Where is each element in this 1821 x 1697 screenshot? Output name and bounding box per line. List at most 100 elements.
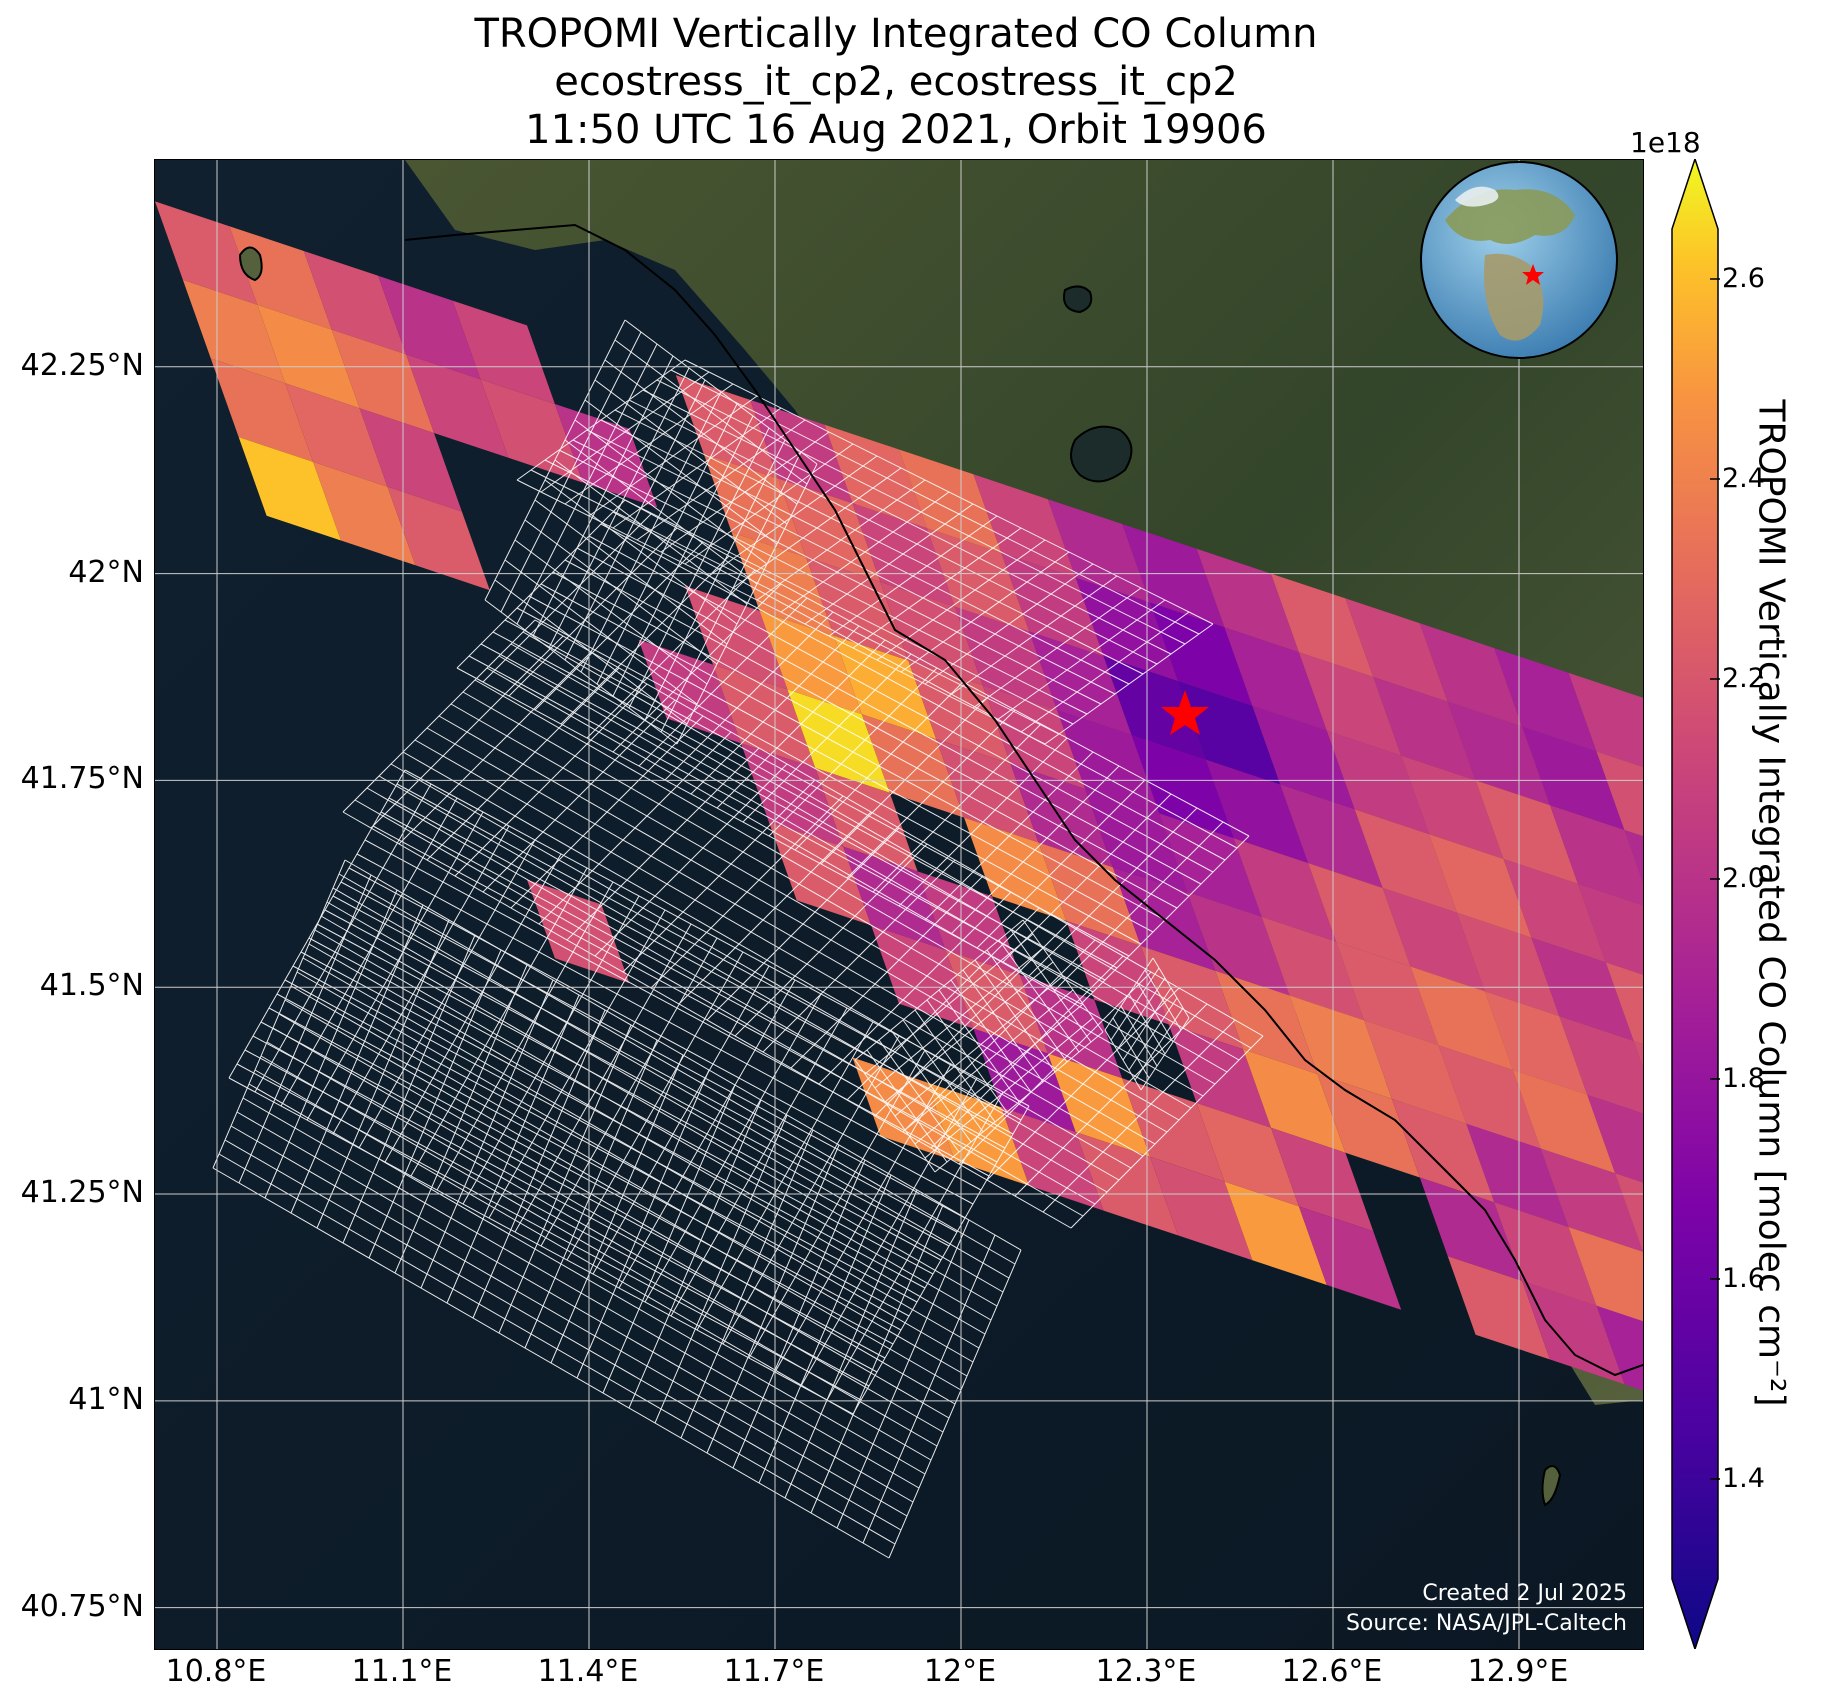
tropomi-pixel [1503,859,1606,963]
lon-tick-label: 11.4°E [537,1654,639,1689]
tropomi-pixel [1391,1098,1495,1203]
footprint-line [628,427,770,709]
tropomi-pixel [685,586,788,690]
footprint-line [564,559,1190,897]
tropomi-pixel [155,201,258,305]
lat-tick-label: 42.25°N [20,347,144,383]
footprint-line [224,1139,902,1531]
tropomi-pixel [1140,945,1244,1050]
tropomi-pixel [1168,1024,1271,1128]
lake-bolsena [1070,425,1133,483]
footprint-line [356,853,982,1191]
island-ponza [1541,1465,1562,1507]
footprint-line [248,1083,926,1475]
map-canvas[interactable]: Created 2 Jul 2025 Source: NASA/JPL-Calt… [155,160,1643,1649]
footprint-line [600,523,1226,861]
tropomi-pixel [480,379,583,483]
tropomi-pixel [880,581,983,686]
footprint-line [354,799,1084,1217]
footprint-line [874,947,1044,1089]
footprint-line [516,607,1142,945]
lake-bracciano-small [1063,285,1093,314]
tropomi-pixel [1029,631,1132,735]
colorbar [1671,159,1720,1649]
footprint-line [380,811,1006,1149]
footprint-line [1116,977,1166,1051]
footprint-line [212,1167,890,1559]
chart-title: TROPOMI Vertically Integrated CO Column [474,11,1318,57]
tropomi-pixel [926,1082,1030,1186]
tropomi-pixel [1271,1127,1374,1232]
tropomi-pixel [406,354,509,458]
footprint-line [670,369,1200,635]
footprint-line [284,979,910,1317]
tropomi-pixel [1401,755,1504,859]
footprint-line [516,343,658,625]
lat-tick-label: 41.5°N [39,968,144,1004]
tropomi-pixel [1522,1280,1625,1385]
footprint-line [1128,997,1178,1071]
lon-tick-label: 11.7°E [723,1654,825,1689]
tropomi-pixel [1233,838,1337,942]
tropomi-pixel [387,486,490,591]
tropomi-pixel [954,606,1058,711]
tropomi-pixel [1317,1074,1420,1178]
tropomi-pixel [359,408,462,512]
footprint-line [320,915,998,1307]
footprint-line [438,715,1168,1133]
tropomi-pixel [1196,548,1299,653]
tropomi-pixel [675,375,779,479]
tropomi-pixel [285,383,388,487]
colorbar-tick-label: 2.0 [1722,863,1765,894]
tropomi-pixel [1224,1181,1327,1285]
tropomi-pixel [899,449,1002,553]
tropomi-pixel [1187,892,1290,996]
footprint-line [450,703,1180,1121]
tropomi-pixel [1150,1156,1253,1261]
footprint-line [260,1055,938,1447]
footprint-line [612,415,754,697]
footprint-line [332,887,1010,1279]
tropomi-pixel [917,871,1020,975]
tropomi-pixel [1419,1177,1523,1281]
footprint-line [326,901,1004,1293]
footprint-line [426,727,1156,1145]
footprint-line [396,783,1022,1121]
footprint-line [642,389,1172,655]
tropomi-pixel [1522,726,1625,830]
footprint-line [500,331,642,613]
tropomi-pixel [1001,552,1104,657]
tropomi-pixel [1038,842,1141,946]
map-panel[interactable]: Created 2 Jul 2025 Source: NASA/JPL-Calt… [154,159,1644,1650]
footprint-line [308,943,986,1335]
tropomi-pixel [852,503,955,607]
tropomi-pixel [1280,784,1383,888]
tropomi-pixel [1298,652,1402,756]
lat-tick-label: 41.25°N [20,1175,144,1211]
tropomi-pixel [1047,499,1151,603]
footprint-line [1134,1007,1184,1081]
footprint-line [402,751,1132,1169]
tropomi-pixel [731,532,834,636]
tropomi-pixel [1466,1123,1569,1228]
tropomi-pixel [1438,1045,1541,1149]
tropomi-pixel [1196,1103,1299,1207]
tropomi-pixel [1484,991,1588,1095]
footprint-line [218,1153,896,1545]
tropomi-pixel [936,739,1039,843]
tropomi-pixel [787,689,890,793]
tropomi-pixel [452,300,555,404]
tropomi-pixel [1494,648,1597,752]
tropomi-pixel [1019,974,1123,1079]
lon-tick-label: 12.3°E [1095,1654,1197,1689]
footprint-line [580,391,722,673]
tropomi-pixel [806,557,909,661]
tropomi-pixel [843,846,946,950]
footprint-line [338,873,1016,1265]
inset-globe-icon [1420,161,1618,359]
tropomi-pixel [1605,962,1643,1045]
tropomi-pixel [1326,730,1430,835]
site-star-marker[interactable] [1161,690,1209,735]
footprint-line [314,929,992,1321]
island-giglio [238,246,263,282]
